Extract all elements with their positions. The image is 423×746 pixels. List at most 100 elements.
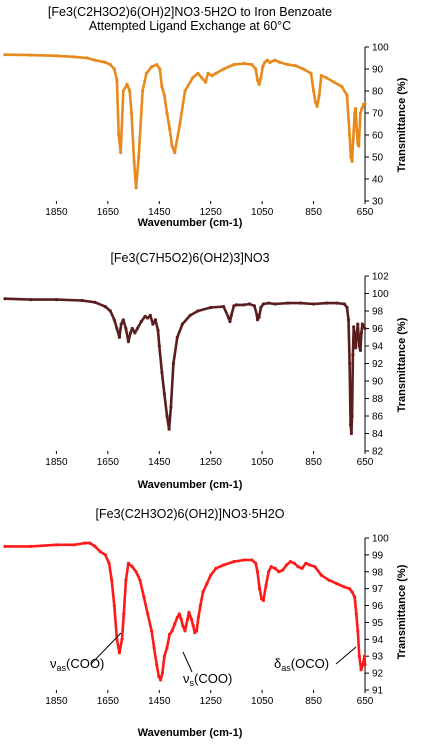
data-point: [134, 570, 138, 574]
y-tick-label: 97: [372, 584, 384, 595]
y-tick-label: 50: [372, 153, 384, 164]
data-point: [319, 74, 323, 78]
x-tick-label: 1850: [45, 696, 68, 707]
y-tick-label: 98: [372, 567, 384, 578]
delta-as-oco-label: δas(OCO): [274, 656, 329, 673]
data-point: [88, 541, 92, 545]
data-point: [157, 344, 161, 348]
data-point: [129, 111, 134, 115]
x-tick-label: 1050: [251, 457, 274, 468]
data-point: [191, 624, 195, 628]
x-tick-label: 650: [357, 457, 374, 468]
data-point: [277, 570, 281, 574]
data-point: [308, 563, 312, 567]
data-point: [255, 78, 260, 82]
data-point: [317, 93, 321, 97]
data-point: [103, 553, 107, 557]
data-point: [252, 304, 256, 308]
data-point: [3, 297, 7, 301]
data-point: [133, 331, 137, 335]
data-point: [350, 414, 354, 418]
data-point: [363, 663, 367, 667]
data-point: [134, 186, 138, 190]
data-point: [139, 319, 143, 324]
data-point: [198, 604, 202, 608]
data-point: [351, 137, 355, 141]
y-tick-label: 86: [372, 412, 384, 423]
x-tick-label: 850: [305, 696, 322, 707]
data-point: [200, 76, 204, 80]
data-point: [263, 60, 267, 64]
x-tick-label: 850: [305, 457, 322, 468]
nu-s-pointer-line: [182, 651, 193, 673]
data-point: [168, 126, 172, 130]
data-point: [309, 71, 313, 75]
data-point: [126, 561, 130, 565]
data-point: [315, 104, 319, 108]
data-point: [126, 340, 130, 344]
data-point: [353, 595, 357, 599]
data-point: [342, 585, 346, 589]
data-point: [144, 71, 148, 75]
data-point: [165, 646, 169, 650]
data-point: [292, 561, 296, 565]
data-point: [124, 326, 128, 331]
chart2-x-axis-label: Wavenumber (cm-1): [138, 479, 243, 491]
x-tick-label: 650: [357, 696, 374, 707]
data-point: [259, 76, 263, 80]
data-point: [158, 67, 162, 71]
data-point: [214, 71, 218, 75]
data-point: [267, 570, 271, 574]
data-point: [152, 646, 156, 650]
data-point: [125, 82, 129, 86]
data-point: [363, 326, 367, 331]
data-point: [146, 612, 150, 616]
x-tick-label: 650: [357, 207, 374, 218]
x-tick-label: 1850: [45, 207, 68, 218]
data-point: [281, 568, 285, 572]
data-point: [150, 629, 154, 633]
chart2-title: [Fe3(C7H5O2)6(OH2)3]NO3: [110, 251, 269, 265]
data-point: [54, 298, 59, 302]
data-point: [108, 63, 112, 67]
data-point: [122, 612, 126, 616]
data-point: [222, 563, 226, 567]
data-point: [120, 637, 124, 641]
data-point: [153, 318, 157, 322]
data-point: [168, 632, 172, 636]
data-point: [354, 107, 358, 111]
y-tick-label: 100: [372, 534, 389, 545]
y-tick-label: 90: [372, 65, 384, 76]
data-point: [110, 578, 114, 582]
data-point: [312, 89, 316, 93]
data-point: [353, 340, 357, 344]
data-point: [112, 604, 116, 608]
data-point: [358, 348, 362, 352]
data-point: [348, 587, 352, 591]
chart1-title-line2: Attempted Ligand Exchange at 60°C: [89, 19, 291, 33]
data-point: [335, 582, 339, 586]
y-tick-label: 88: [372, 394, 384, 405]
data-point: [300, 566, 304, 571]
x-tick-label: 1450: [148, 457, 171, 468]
data-point: [232, 63, 236, 67]
data-point: [353, 111, 357, 115]
y-tick-label: 94: [372, 635, 384, 646]
nu-as-coo-label: νas(COO): [50, 656, 104, 673]
data-point: [355, 129, 359, 133]
data-point: [157, 674, 161, 679]
data-point: [72, 543, 76, 547]
data-point: [286, 63, 290, 67]
data-point: [269, 565, 273, 569]
x-tick-label: 1250: [200, 696, 223, 707]
y-tick-label: 99: [372, 550, 384, 561]
x-tick-label: 1050: [251, 207, 274, 218]
data-point: [128, 331, 133, 335]
data-point: [285, 563, 289, 567]
y-tick-label: 96: [372, 324, 384, 335]
data-point: [350, 590, 354, 594]
data-point: [313, 565, 317, 569]
data-point: [141, 89, 145, 93]
data-point: [206, 71, 210, 75]
data-point: [210, 74, 214, 78]
